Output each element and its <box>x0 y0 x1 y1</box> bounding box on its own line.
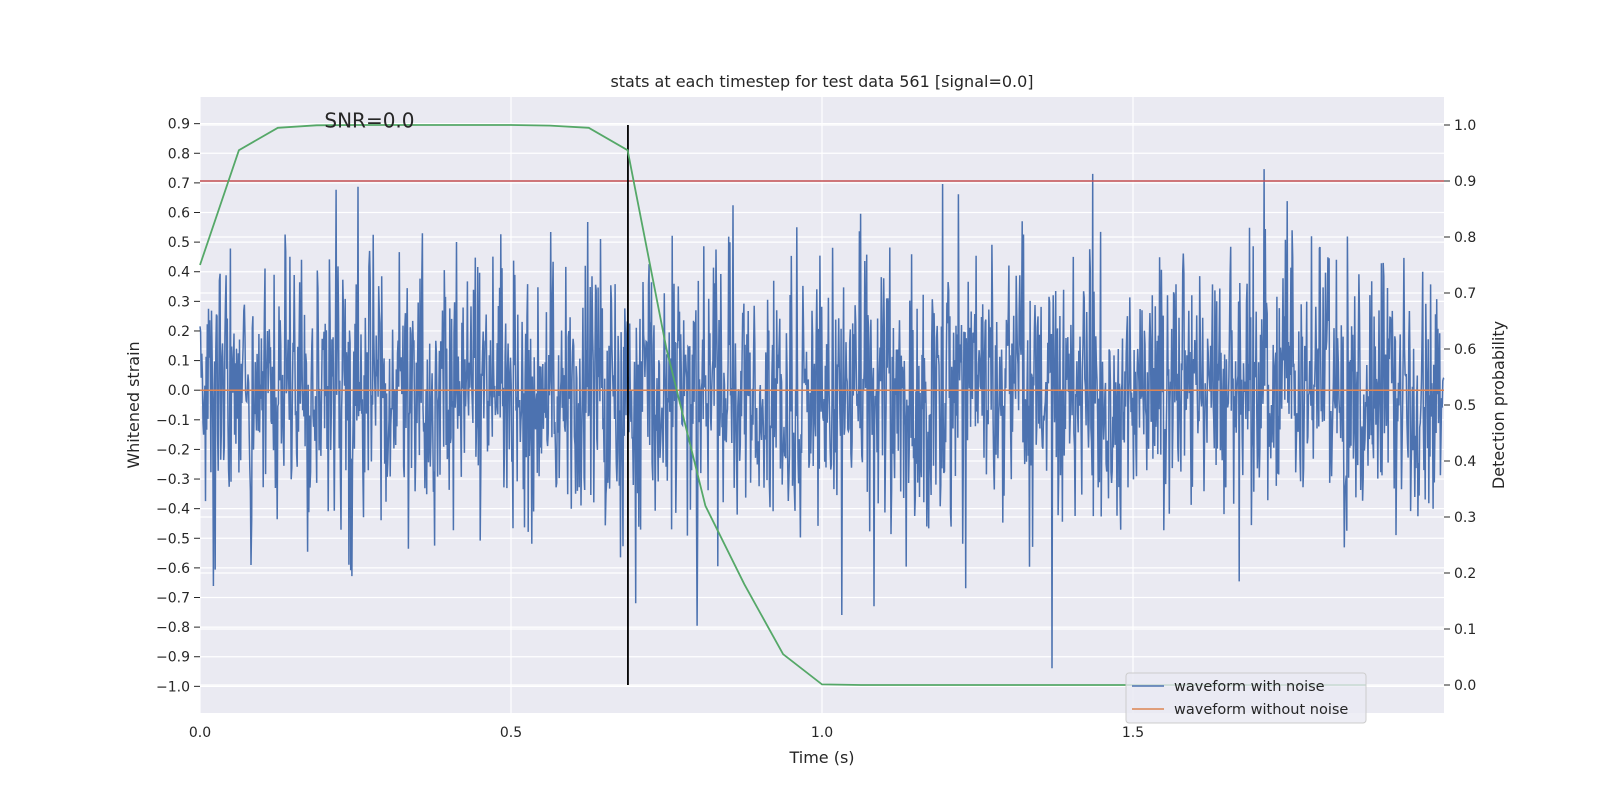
y-tick-label: 0.8 <box>168 146 190 162</box>
y2-tick-label: 0.8 <box>1454 230 1476 246</box>
x-tick-labels: 0.0 0.5 1.0 1.5 <box>189 725 1144 741</box>
y-tick-label: 0.2 <box>168 324 190 340</box>
series-waveform-with-noise <box>199 169 1445 669</box>
y-tick-label: 0.7 <box>168 176 190 192</box>
x-tick-label: 1.5 <box>1122 725 1144 741</box>
y-tick-label: −0.9 <box>156 650 190 666</box>
y-tick-labels: 0.9 0.8 0.7 0.6 0.5 0.4 0.3 0.2 0.1 0.0 −0.1 −0.2 −0… <box>156 117 200 695</box>
y-tick-label: −0.7 <box>156 591 190 607</box>
y-tick-label: −0.4 <box>156 502 190 518</box>
y-axis-label: Whitened strain <box>124 341 143 468</box>
y-tick-label: 0.3 <box>168 294 190 310</box>
legend-label-waveform-with-noise: waveform with noise <box>1174 679 1325 695</box>
legend-box <box>1125 672 1367 724</box>
y2-tick-label: 0.5 <box>1454 398 1476 414</box>
legend: waveform with noise waveform without noi… <box>1125 672 1367 724</box>
y2-tick-label: 0.3 <box>1454 510 1476 526</box>
y-tick-label: −0.1 <box>156 413 190 429</box>
y2-tick-label: 0.6 <box>1454 342 1476 358</box>
y-tick-label: 0.0 <box>168 383 190 399</box>
y-tick-label: −0.5 <box>156 531 190 547</box>
x-axis-label: Time (s) <box>788 748 854 767</box>
y-tick-label: 0.5 <box>168 235 190 251</box>
x-tick-label: 0.0 <box>189 725 211 741</box>
y2-tick-label: 0.9 <box>1454 174 1476 190</box>
y2-tick-label: 1.0 <box>1454 118 1476 134</box>
snr-annotation: SNR=0.0 <box>324 109 414 133</box>
y-tick-label: −0.2 <box>156 442 190 458</box>
y2-tick-label: 0.4 <box>1454 454 1476 470</box>
y-tick-label: 0.1 <box>168 354 190 370</box>
y2-tick-labels: 1.0 0.9 0.8 0.7 0.6 0.5 0.4 0.3 0.2 0.1 0.0 <box>1444 118 1476 694</box>
y2-tick-label: 0.7 <box>1454 286 1476 302</box>
x-tick-label: 1.0 <box>811 725 833 741</box>
y-tick-label: −0.3 <box>156 472 190 488</box>
legend-label-waveform-without-noise: waveform without noise <box>1174 702 1348 718</box>
y-tick-label: 0.9 <box>168 117 190 133</box>
y-tick-label: −1.0 <box>156 679 190 695</box>
y-tick-label: −0.6 <box>156 561 190 577</box>
x-tick-label: 0.5 <box>500 725 522 741</box>
y2-tick-label: 0.2 <box>1454 566 1476 582</box>
chart-title: stats at each timestep for test data 561… <box>610 72 1033 91</box>
y-tick-label: 0.6 <box>168 206 190 222</box>
y2-tick-label: 0.1 <box>1454 622 1476 638</box>
y-tick-label: −0.8 <box>156 620 190 636</box>
y-tick-label: 0.4 <box>168 265 190 281</box>
y2-tick-label: 0.0 <box>1454 678 1476 694</box>
y2-axis-label: Detection probability <box>1489 321 1508 489</box>
